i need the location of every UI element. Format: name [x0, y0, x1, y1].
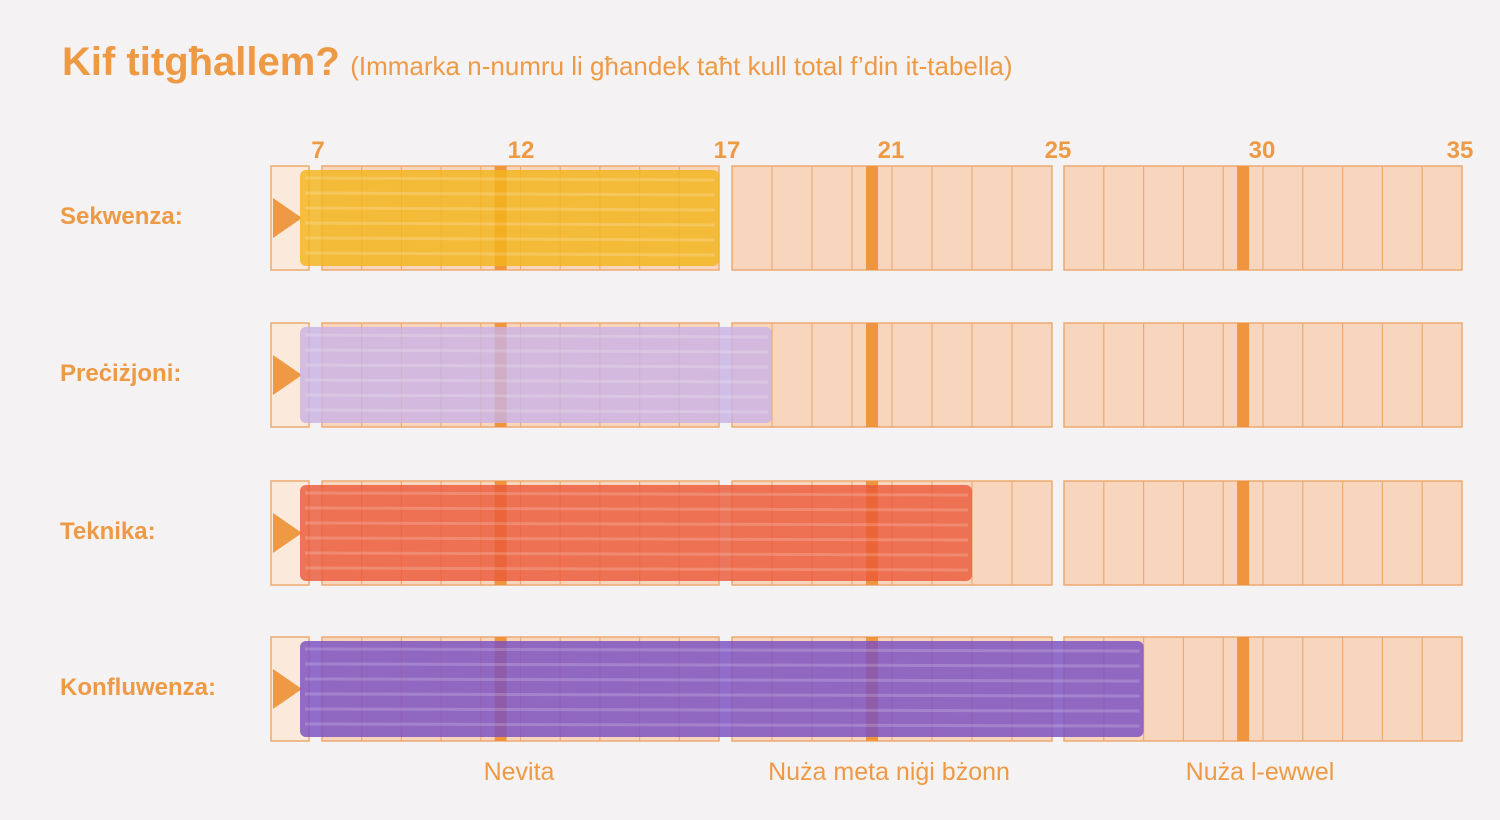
crayon-streak	[304, 491, 969, 497]
crayon-streak	[304, 236, 716, 242]
scale-number: 7	[311, 137, 325, 164]
crayon-streak	[304, 707, 1140, 713]
crayon-streak	[304, 206, 716, 212]
scale-number: 25	[1044, 137, 1072, 164]
crayon-streak	[304, 692, 1140, 698]
crayon-streak	[304, 408, 769, 414]
score-fill	[300, 641, 1144, 737]
crayon-streak	[304, 506, 969, 512]
crayon-streak	[304, 677, 1140, 683]
row-label: Teknika:	[60, 518, 156, 545]
crayon-streak	[304, 566, 969, 572]
row-label: Preċiżjoni:	[60, 360, 182, 387]
start-arrow-icon	[273, 198, 302, 238]
score-fill	[300, 485, 972, 581]
title-subtitle: (Immarka n-numru li għandek taħt kull to…	[350, 51, 1013, 81]
crayon-streak	[304, 221, 716, 227]
crayon-streak	[304, 536, 969, 542]
crayon-streak	[304, 393, 769, 399]
scale-number: 30	[1248, 137, 1276, 164]
section-caption: Nuża meta niġi bżonn	[768, 758, 1010, 786]
start-arrow-icon	[273, 513, 302, 553]
scale-number: 21	[877, 137, 905, 164]
score-fill	[300, 170, 719, 266]
crayon-streak	[304, 251, 716, 257]
section-caption: Nuża l-ewwel	[1185, 758, 1335, 786]
row-label: Konfluwenza:	[60, 674, 216, 701]
section-caption: Nevita	[483, 758, 555, 786]
milestone-bar	[1237, 637, 1250, 741]
crayon-streak	[304, 176, 716, 182]
crayon-streak	[304, 378, 769, 384]
scale-number: 17	[713, 137, 741, 164]
crayon-streak	[304, 348, 769, 354]
milestone-bar	[866, 323, 878, 427]
crayon-streak	[304, 647, 1140, 653]
crayon-streak	[304, 722, 1140, 728]
crayon-streak	[304, 662, 1140, 668]
crayon-streak	[304, 363, 769, 369]
crayon-streak	[304, 333, 769, 339]
crayon-streak	[304, 551, 969, 557]
start-arrow-icon	[273, 669, 302, 709]
milestone-bar	[866, 166, 878, 270]
score-fill	[300, 327, 772, 423]
milestone-bar	[1237, 166, 1250, 270]
milestone-bar	[1237, 323, 1250, 427]
scale-number: 35	[1446, 137, 1474, 164]
crayon-streak	[304, 521, 969, 527]
start-arrow-icon	[273, 355, 302, 395]
title-main: Kif titgħallem?	[62, 40, 340, 84]
page-title: Kif titgħallem? (Immarka n-numru li għan…	[62, 40, 1013, 85]
crayon-streak	[304, 191, 716, 197]
scale-number: 12	[507, 137, 535, 164]
row-label: Sekwenza:	[60, 203, 183, 230]
milestone-bar	[1237, 481, 1250, 585]
